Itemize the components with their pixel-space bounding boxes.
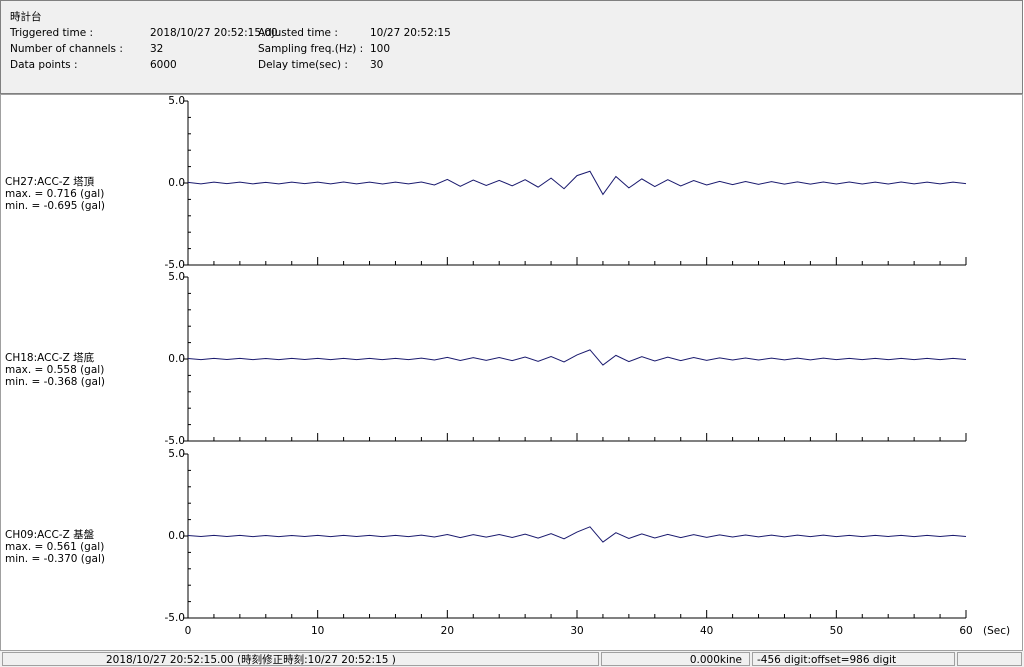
x-tick-label: 40	[700, 625, 713, 637]
channel-title: CH18:ACC-Z 塔底	[5, 351, 95, 364]
plot-area	[0, 94, 1023, 651]
channel-stat: max. = 0.561 (gal)	[5, 541, 104, 553]
x-axis-label: (Sec)	[983, 625, 1010, 637]
y-tick-label: -5.0	[165, 435, 186, 447]
status-cell	[2, 652, 599, 666]
status-bar	[0, 651, 1024, 667]
status-cell	[601, 652, 750, 666]
waveform	[187, 170, 967, 196]
x-tick-label: 0	[185, 625, 192, 637]
channel-title: CH09:ACC-Z 基盤	[5, 528, 95, 541]
status-digit: -456 digit:offset=986 digit	[757, 654, 896, 666]
x-tick-label: 60	[959, 625, 972, 637]
field-value: 30	[370, 59, 383, 71]
y-tick-label: 0.0	[168, 177, 185, 189]
channel-stat: max. = 0.558 (gal)	[5, 364, 104, 376]
channel-title: CH27:ACC-Z 塔頂	[5, 175, 95, 188]
header-panel	[0, 0, 1023, 94]
field-label: Triggered time :	[9, 27, 93, 39]
y-tick-label: 5.0	[168, 271, 185, 283]
status-cell	[957, 652, 1022, 666]
y-tick-label: 5.0	[168, 448, 185, 460]
channel-stat: min. = -0.368 (gal)	[5, 376, 105, 388]
status-time: 2018/10/27 20:52:15.00 (時刻修正時刻:10/27 20:…	[106, 653, 396, 666]
field-label: Adjusted time :	[258, 27, 338, 39]
y-tick-label: 0.0	[168, 353, 185, 365]
y-tick-label: -5.0	[165, 259, 186, 271]
field-value: 6000	[150, 59, 177, 71]
x-tick-label: 20	[441, 625, 454, 637]
channel-stat: max. = 0.716 (gal)	[5, 188, 104, 200]
field-value: 10/27 20:52:15	[370, 27, 451, 39]
status-cell	[752, 652, 955, 666]
y-tick-label: 0.0	[168, 530, 185, 542]
x-tick-label: 30	[570, 625, 583, 637]
channel-stat: min. = -0.695 (gal)	[5, 200, 105, 212]
channel-stat: min. = -0.370 (gal)	[5, 553, 105, 565]
field-value: 100	[370, 43, 390, 55]
x-tick-label: 50	[830, 625, 843, 637]
waveform	[187, 526, 967, 543]
waveform	[187, 349, 967, 366]
field-value: 32	[150, 43, 163, 55]
field-label: Delay time(sec) :	[258, 59, 348, 71]
window-title: 時計台	[10, 10, 42, 23]
status-velocity: 0.000kine	[690, 654, 742, 666]
y-tick-label: -5.0	[165, 612, 186, 624]
y-tick-label: 5.0	[168, 95, 185, 107]
field-label: Data points :	[10, 59, 78, 71]
field-label: Number of channels :	[10, 43, 123, 55]
x-tick-label: 10	[311, 625, 324, 637]
field-label: Sampling freq.(Hz) :	[258, 43, 363, 55]
field-value: 2018/10/27 20:52:15.00	[150, 27, 278, 39]
